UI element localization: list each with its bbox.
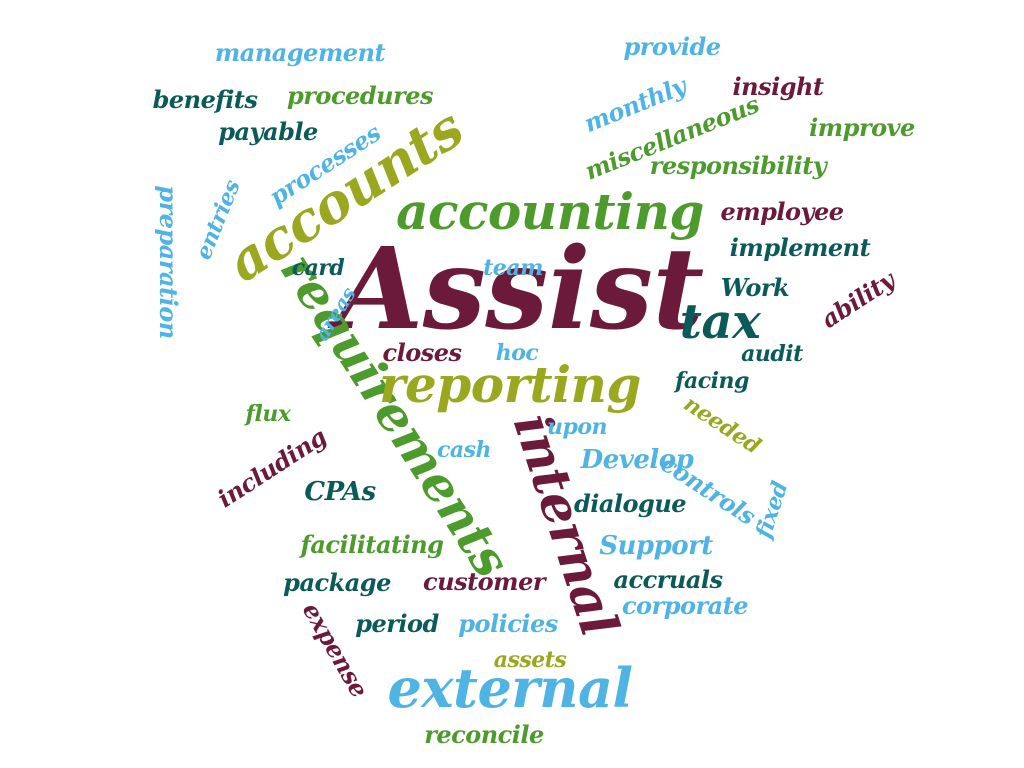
word-card: card — [291, 255, 345, 281]
word-payable: payable — [218, 117, 318, 146]
word-corporate: corporate — [621, 591, 749, 620]
word-assets: assets — [493, 647, 567, 673]
word-reconcile: reconcile — [424, 720, 544, 749]
word-improve: improve — [809, 113, 915, 142]
word-assist: Assist — [336, 224, 704, 355]
word-accruals: accruals — [613, 565, 723, 594]
word-fixed: fixed — [750, 478, 794, 542]
word-upon: upon — [546, 414, 608, 440]
word-cash: cash — [436, 437, 492, 463]
word-accounting: accounting — [396, 182, 704, 241]
word-insight: insight — [732, 72, 824, 101]
word-dialogue: dialogue — [573, 489, 687, 518]
word-period: period — [355, 609, 439, 638]
word-provide: provide — [623, 32, 721, 61]
word-internal: internal — [501, 406, 630, 644]
word-facilitating: facilitating — [300, 530, 444, 559]
word-facing: facing — [675, 368, 749, 394]
word-employee: employee — [720, 197, 844, 226]
word-procedures: procedures — [287, 81, 433, 110]
word-closes: closes — [382, 338, 462, 367]
word-hoc: hoc — [495, 340, 539, 366]
word-benefits: benefits — [152, 85, 258, 114]
word-customer: customer — [423, 567, 545, 596]
word-ability: ability — [815, 265, 900, 334]
word-reporting: reporting — [379, 355, 641, 414]
word-develop: Develop — [580, 445, 694, 475]
word-policies: policies — [458, 609, 558, 638]
word-team: team — [483, 255, 543, 281]
word-management: management — [214, 38, 386, 67]
word-tax: tax — [679, 294, 761, 350]
word-preparation: preparation — [154, 185, 183, 339]
word-support: Support — [599, 531, 713, 561]
word-implement: implement — [729, 233, 871, 262]
word-responsibility: responsibility — [649, 151, 827, 180]
word-flux: flux — [245, 401, 291, 427]
word-package: package — [283, 568, 391, 597]
word-external: external — [387, 656, 633, 720]
word-cpas: CPAs — [304, 477, 376, 507]
word-audit: audit — [741, 341, 803, 367]
word-work: Work — [720, 273, 790, 302]
